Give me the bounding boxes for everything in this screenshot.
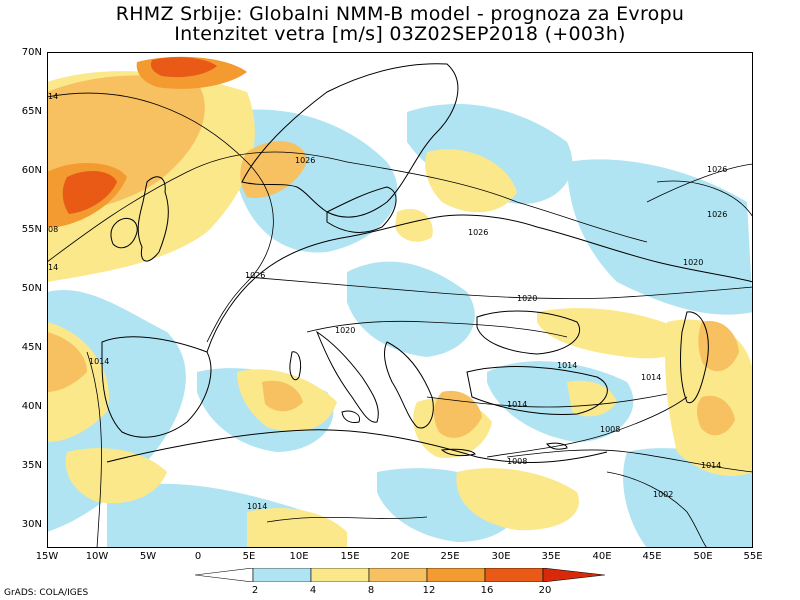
- isobar-label: 1020: [683, 258, 703, 267]
- lat-label: 40N: [21, 401, 42, 412]
- colorbar-tick-label: 12: [422, 585, 436, 596]
- colorbar-tick-label: 4: [309, 585, 317, 596]
- coastlines: [101, 63, 753, 463]
- lon-label: 50E: [693, 551, 713, 562]
- colorbar-tick-label: 2: [251, 585, 259, 596]
- isobar-label: 14: [48, 263, 58, 272]
- isobar-label: 1008: [600, 425, 620, 434]
- isobar-label: 1002: [653, 490, 673, 499]
- colorbar-segment: [195, 568, 254, 582]
- lon-label: 10E: [289, 551, 309, 562]
- lon-label: 20E: [390, 551, 410, 562]
- lat-label: 50N: [21, 283, 42, 294]
- map-border: [47, 52, 753, 548]
- lon-label: 15E: [340, 551, 360, 562]
- isobar-label: 1020: [335, 326, 355, 335]
- wind-field-strong: [62, 57, 217, 214]
- isobar-label: 08: [48, 225, 58, 234]
- isobar-label: 1014: [247, 502, 267, 511]
- wind-speed-colorbar: [195, 568, 605, 582]
- colorbar-tick-label: 20: [538, 585, 552, 596]
- lon-label: 5E: [242, 551, 256, 562]
- wind-map: 1026 1026 1026 1026 1020 1020 1020 1014 …: [47, 52, 753, 548]
- isobars: [47, 92, 753, 548]
- isobar-label: 1014: [89, 357, 109, 366]
- isobar-label: 1020: [517, 294, 537, 303]
- colorbar-segment: [542, 568, 605, 582]
- isobar-label: 1026: [707, 210, 727, 219]
- isobar-label: 1014: [507, 400, 527, 409]
- isobar-label: 1026: [468, 228, 488, 237]
- lon-label: 25E: [440, 551, 460, 562]
- lat-label: 60N: [21, 165, 42, 176]
- lat-label: 70N: [21, 47, 42, 58]
- lat-label: 45N: [21, 342, 42, 353]
- lat-label: 30N: [21, 519, 42, 530]
- isobar-label: 1014: [701, 461, 721, 470]
- isobar-label: 1014: [557, 361, 577, 370]
- lat-label: 55N: [21, 224, 42, 235]
- map-title: RHMZ Srbije: Globalni NMM-B model - prog…: [115, 3, 685, 25]
- colorbar-segment: [310, 568, 370, 582]
- isobar-label: 1026: [295, 156, 315, 165]
- colorbar-segment: [252, 568, 312, 582]
- colorbar-segment: [484, 568, 544, 582]
- isobar-label: 14: [48, 92, 58, 101]
- colorbar-segment: [368, 568, 428, 582]
- isobar-label: 1014: [641, 373, 661, 382]
- lon-label: 35E: [541, 551, 561, 562]
- isobar-label: 1026: [245, 271, 265, 280]
- wind-field-light-blue: [47, 103, 753, 548]
- lon-label: 5W: [139, 551, 157, 562]
- colorbar-segment: [426, 568, 486, 582]
- lon-label: 45E: [642, 551, 662, 562]
- lon-label: 15W: [35, 551, 59, 562]
- lon-label: 10W: [85, 551, 109, 562]
- isobar-label: 1008: [507, 457, 527, 466]
- lat-label: 35N: [21, 460, 42, 471]
- lon-label: 0: [194, 551, 202, 562]
- lon-label: 55E: [743, 551, 763, 562]
- isobar-labels: 1026 1026 1026 1026 1020 1020 1020 1014 …: [48, 92, 727, 511]
- colorbar-tick-label: 8: [367, 585, 375, 596]
- grads-credit: GrADS: COLA/IGES: [4, 588, 89, 598]
- colorbar-tick-label: 16: [480, 585, 494, 596]
- lon-label: 40E: [592, 551, 612, 562]
- map-subtitle: Intenzitet vetra [m/s] 03Z02SEP2018 (+00…: [174, 23, 626, 45]
- lat-label: 65N: [21, 106, 42, 117]
- isobar-label: 1026: [707, 165, 727, 174]
- lon-label: 30E: [491, 551, 511, 562]
